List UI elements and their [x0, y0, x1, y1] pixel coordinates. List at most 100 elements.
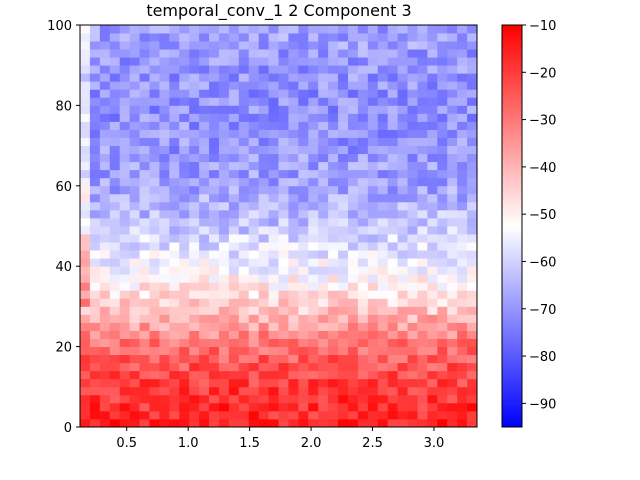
heatmap-cell: [437, 354, 448, 364]
heatmap-cell: [387, 282, 399, 291]
colorbar-segment: [502, 98, 522, 103]
heatmap-cell: [447, 282, 458, 291]
heatmap-cell: [387, 322, 399, 331]
heatmap-cell: [268, 25, 279, 34]
heatmap-cell: [159, 57, 170, 66]
heatmap-cell: [447, 201, 458, 211]
heatmap-cell: [397, 418, 408, 428]
heatmap-cell: [407, 250, 418, 259]
colorbar-segment: [502, 175, 522, 180]
heatmap-cell: [209, 306, 220, 315]
heatmap-cell: [238, 362, 250, 372]
heatmap-cell: [109, 89, 121, 98]
heatmap-cell: [80, 113, 91, 122]
heatmap-cell: [308, 242, 319, 251]
heatmap-cell: [407, 121, 418, 130]
heatmap-cell: [377, 322, 389, 331]
heatmap-cell: [169, 89, 180, 98]
heatmap-cell: [328, 290, 339, 299]
heatmap-cell: [199, 57, 210, 66]
heatmap-cell: [387, 41, 399, 50]
heatmap-cell: [298, 153, 309, 163]
heatmap-cell: [328, 354, 339, 364]
heatmap-cell: [377, 89, 389, 98]
heatmap-cell: [109, 250, 121, 259]
heatmap-cell: [248, 41, 260, 50]
heatmap-cell: [89, 113, 101, 122]
heatmap-cell: [357, 49, 369, 58]
colorbar-segment: [502, 179, 522, 183]
heatmap-cell: [288, 57, 299, 66]
heatmap-cell: [209, 113, 220, 122]
heatmap-cell: [308, 234, 319, 243]
heatmap-cell: [228, 33, 240, 42]
heatmap-cell: [218, 306, 230, 315]
heatmap-cell: [248, 217, 260, 227]
heatmap-cell: [318, 330, 329, 339]
x-tick-label: 2.5: [362, 436, 383, 451]
heatmap-cell: [467, 81, 478, 90]
heatmap-cell: [218, 282, 230, 291]
heatmap-cell: [228, 113, 240, 122]
heatmap-cell: [377, 209, 389, 219]
heatmap-cell: [447, 217, 458, 227]
heatmap-cell: [328, 370, 339, 380]
heatmap-cell: [387, 97, 399, 106]
heatmap-cell: [318, 322, 329, 331]
heatmap-cell: [308, 418, 319, 428]
heatmap-cell: [268, 386, 279, 396]
heatmap-cell: [407, 137, 418, 146]
colorbar-segment: [502, 259, 522, 264]
heatmap-cell: [80, 49, 91, 58]
heatmap-cell: [347, 153, 359, 163]
heatmap-cell: [169, 177, 180, 187]
heatmap-cell: [338, 266, 349, 275]
heatmap-cell: [109, 25, 121, 34]
heatmap-cell: [129, 97, 140, 106]
heatmap-cell: [119, 41, 131, 50]
heatmap-cell: [347, 402, 359, 412]
heatmap-cell: [467, 57, 478, 66]
heatmap-cell: [218, 354, 230, 364]
heatmap-cell: [407, 33, 418, 42]
heatmap-cell: [457, 209, 468, 219]
heatmap-cell: [338, 105, 349, 114]
heatmap-cell: [447, 378, 458, 388]
heatmap-cell: [308, 161, 319, 171]
heatmap-cell: [248, 410, 260, 420]
heatmap-cell: [288, 145, 299, 155]
heatmap-cell: [80, 410, 91, 420]
heatmap-cell: [268, 217, 279, 227]
heatmap-cell: [139, 201, 150, 211]
heatmap-cell: [119, 338, 131, 347]
heatmap-cell: [218, 226, 230, 235]
heatmap-cell: [99, 193, 111, 203]
heatmap-cell: [367, 169, 379, 179]
heatmap-cell: [268, 177, 279, 187]
heatmap-cell: [99, 33, 111, 42]
heatmap-cell: [129, 274, 140, 283]
heatmap-cell: [89, 217, 101, 227]
heatmap-cell: [209, 201, 220, 211]
heatmap-cell: [407, 97, 418, 106]
heatmap-cell: [238, 193, 250, 203]
heatmap-cell: [437, 338, 448, 347]
heatmap-cell: [109, 73, 121, 82]
heatmap-cell: [417, 49, 428, 58]
heatmap-cell: [149, 113, 160, 122]
heatmap-cell: [367, 370, 379, 380]
heatmap-cell: [119, 282, 131, 291]
heatmap-cell: [377, 201, 389, 211]
heatmap-cell: [437, 386, 448, 396]
heatmap-cell: [338, 402, 349, 412]
heatmap-cell: [407, 242, 418, 251]
heatmap-cell: [228, 217, 240, 227]
heatmap-cell: [159, 177, 170, 187]
heatmap-cell: [328, 25, 339, 34]
heatmap-cell: [318, 137, 329, 146]
heatmap-cell: [109, 266, 121, 275]
heatmap-cell: [347, 314, 359, 323]
heatmap-cell: [347, 113, 359, 122]
heatmap-cell: [318, 49, 329, 58]
heatmap-cell: [89, 185, 101, 195]
